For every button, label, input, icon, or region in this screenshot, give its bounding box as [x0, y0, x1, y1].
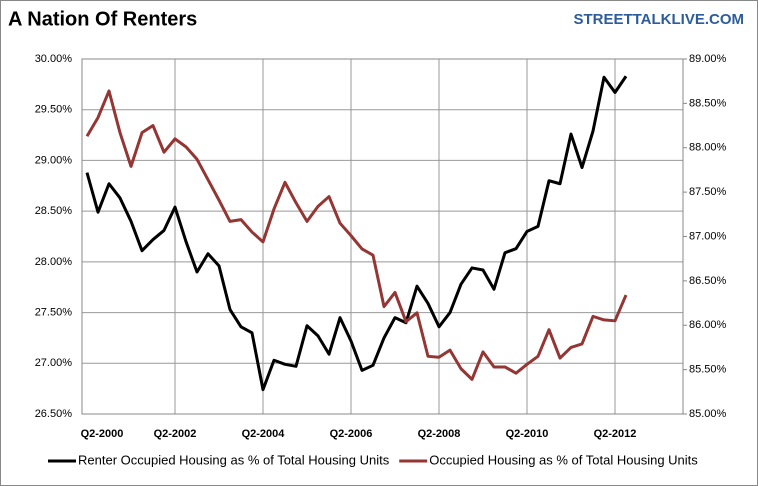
legend-label: Renter Occupied Housing as % of Total Ho…: [78, 452, 390, 467]
y2-tick-label: 88.50%: [689, 97, 727, 109]
y2-tick-label: 89.00%: [689, 53, 727, 65]
y-tick-label: 29.00%: [35, 154, 73, 166]
legend-label: Occupied Housing as % of Total Housing U…: [429, 452, 698, 467]
y2-tick-label: 88.00%: [689, 142, 727, 154]
y-tick-label: 29.50%: [35, 104, 73, 116]
y-tick-label: 28.00%: [35, 256, 73, 268]
y-tick-label: 27.00%: [35, 357, 73, 369]
y2-tick-label: 87.50%: [689, 186, 727, 198]
y2-tick-label: 86.00%: [689, 319, 727, 331]
x-tick-label: Q2-2002: [154, 428, 197, 440]
plot-border: [81, 58, 684, 415]
y2-tick-label: 85.50%: [689, 364, 727, 376]
y2-tick-label: 85.00%: [689, 408, 727, 420]
series-line: [85, 75, 628, 392]
x-tick-label: Q2-2004: [242, 428, 286, 440]
x-tick-label: Q2-2012: [594, 428, 637, 440]
y2-tick-label: 86.50%: [689, 275, 727, 287]
brand: STREETTALKLIVE.COM: [573, 11, 744, 28]
x-tick-label: Q2-2008: [418, 428, 461, 440]
y-tick-label: 28.50%: [35, 205, 73, 217]
series-line: [85, 89, 628, 381]
y2-tick-label: 87.00%: [689, 230, 727, 242]
x-tick-label: Q2-2000: [81, 428, 124, 440]
x-tick-label: Q2-2010: [506, 428, 549, 440]
chart-title: A Nation Of Renters: [8, 8, 197, 30]
y-tick-label: 26.50%: [35, 408, 73, 420]
y-tick-label: 30.00%: [35, 53, 73, 65]
x-tick-label: Q2-2006: [330, 428, 373, 440]
y-tick-label: 27.50%: [35, 306, 73, 318]
